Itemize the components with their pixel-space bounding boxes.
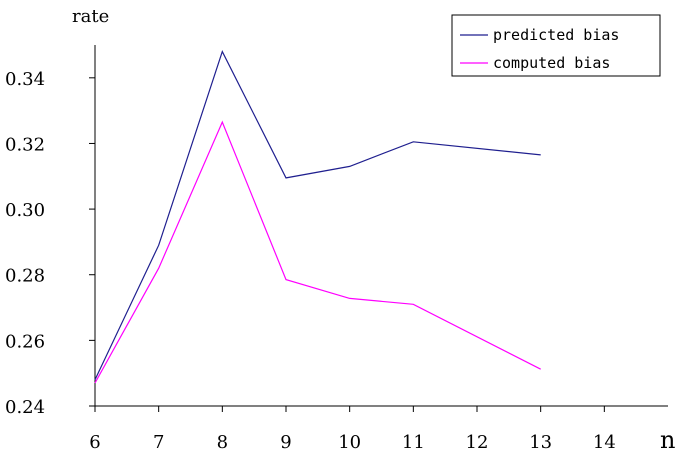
y-tick-label: 0.32 bbox=[5, 134, 45, 155]
x-tick-label: 7 bbox=[153, 432, 164, 453]
y-axis-title: rate bbox=[72, 6, 109, 27]
x-tick-label: 12 bbox=[466, 432, 489, 453]
x-tick-label: 10 bbox=[338, 432, 361, 453]
y-tick-label: 0.34 bbox=[5, 69, 45, 90]
x-tick-label: 8 bbox=[217, 432, 228, 453]
x-tick-label: 14 bbox=[593, 432, 616, 453]
x-tick-label: 11 bbox=[402, 432, 425, 453]
x-tick-label: 6 bbox=[89, 432, 100, 453]
axes: 0.24 0.26 0.28 0.30 0.32 0.34 6 7 8 9 10 11 12 13 14 bbox=[5, 45, 668, 453]
x-axis-title: n bbox=[660, 426, 675, 454]
x-tick-label: 9 bbox=[280, 432, 291, 453]
x-tick-label: 13 bbox=[529, 432, 552, 453]
legend: predicted bias computed bias bbox=[451, 14, 661, 77]
series-line-predicted-bias bbox=[94, 50, 541, 380]
series-line-computed-bias bbox=[94, 120, 541, 384]
y-tick-label: 0.26 bbox=[5, 331, 45, 352]
y-tick-label: 0.28 bbox=[5, 266, 45, 287]
legend-label: predicted bias bbox=[493, 26, 619, 44]
series-layer bbox=[94, 50, 541, 384]
y-tick-label: 0.24 bbox=[5, 397, 45, 418]
legend-box bbox=[451, 14, 661, 77]
legend-label: computed bias bbox=[493, 54, 610, 72]
y-tick-label: 0.30 bbox=[5, 200, 45, 221]
